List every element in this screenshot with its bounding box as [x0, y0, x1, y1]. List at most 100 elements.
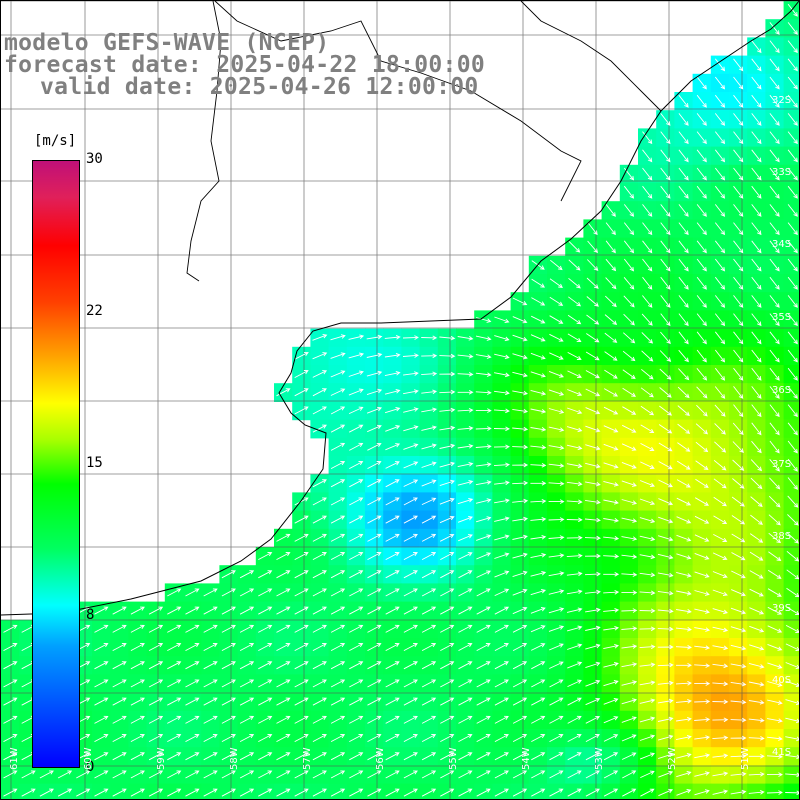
- wind-cell: [783, 565, 799, 584]
- wind-arrow: [696, 404, 708, 417]
- wind-arrow: [203, 661, 218, 670]
- wind-cell: [692, 783, 712, 799]
- wind-arrow: [749, 551, 764, 561]
- wind-arrow: [530, 408, 547, 414]
- wind-arrow: [367, 606, 382, 615]
- wind-arrow: [366, 352, 383, 358]
- wind-arrow: [675, 698, 692, 704]
- wind-arrow: [732, 478, 745, 489]
- wind-arrow: [276, 643, 291, 651]
- wind-arrow: [605, 240, 616, 254]
- wind-arrow: [439, 389, 456, 395]
- wind-arrow: [733, 222, 744, 236]
- wind-arrow: [530, 552, 547, 559]
- wind-arrow: [221, 570, 236, 579]
- lon-label-51w: 51W: [740, 747, 751, 770]
- wind-arrow: [276, 734, 291, 742]
- wind-arrow: [439, 443, 456, 449]
- wind-arrow: [349, 770, 364, 779]
- wind-arrow: [94, 752, 109, 761]
- wind-arrow: [239, 770, 255, 779]
- wind-arrow: [787, 185, 798, 199]
- wind-arrow: [349, 624, 364, 633]
- wind-arrow: [294, 734, 309, 742]
- wind-arrow: [660, 313, 671, 327]
- wind-arrow: [660, 113, 671, 126]
- wind-arrow: [530, 607, 546, 614]
- wind-arrow: [531, 278, 545, 288]
- wind-arrow: [421, 461, 437, 468]
- wind-arrow: [730, 717, 747, 723]
- wind-arrow: [367, 588, 382, 597]
- wind-arrow: [603, 643, 620, 650]
- wind-arrow: [769, 477, 781, 490]
- wind-arrow: [714, 58, 726, 72]
- wind-arrow: [167, 752, 182, 761]
- lon-label-60w: 60W: [83, 747, 94, 770]
- wind-arrow: [330, 370, 346, 378]
- wind-cell: [55, 783, 75, 799]
- wind-arrow: [494, 390, 510, 396]
- wind-arrow: [604, 332, 618, 343]
- wind-arrow: [641, 350, 654, 362]
- wind-arrow: [421, 515, 437, 524]
- wind-arrow: [622, 387, 636, 397]
- wind-arrow: [367, 734, 382, 742]
- wind-arrow: [439, 335, 456, 341]
- wind-cell: [274, 783, 293, 799]
- wind-arrow: [767, 699, 783, 705]
- wind-arrow: [566, 535, 583, 541]
- wind-arrow: [440, 570, 455, 579]
- wind-arrow: [605, 222, 616, 236]
- wind-arrow: [385, 497, 400, 506]
- wind-arrow: [458, 788, 473, 797]
- wind-arrow: [713, 534, 728, 542]
- wind-arrow: [678, 94, 689, 108]
- wind-arrow: [440, 606, 455, 615]
- wind-arrow: [749, 570, 764, 579]
- wind-arrow: [148, 697, 164, 706]
- wind-cell: [201, 783, 220, 799]
- wind-arrow: [676, 734, 692, 741]
- wind-arrow: [476, 570, 491, 578]
- colorbar-tick-8: 8: [86, 607, 95, 623]
- wind-arrow: [276, 715, 291, 724]
- title-model: modelo GEFS-WAVE (NCEP): [4, 30, 330, 56]
- wind-arrow: [603, 662, 619, 668]
- wind-arrow: [403, 588, 418, 597]
- wind-arrow: [130, 679, 145, 688]
- wind-arrow: [3, 643, 18, 651]
- wind-arrow: [403, 697, 418, 706]
- wind-arrow: [769, 149, 780, 163]
- wind-arrow: [167, 661, 182, 670]
- wind-arrow: [367, 497, 382, 506]
- wind-arrow: [639, 626, 656, 632]
- wind-arrow: [603, 589, 620, 595]
- wind-arrow: [714, 204, 726, 217]
- wind-arrow: [751, 149, 762, 163]
- wind-arrow: [403, 606, 418, 615]
- lat-label-39s: 39S: [772, 603, 792, 614]
- title-forecast-date: forecast date: 2025-04-22 18:00:00: [4, 52, 486, 78]
- wind-arrow: [367, 570, 382, 579]
- wind-arrow: [769, 40, 780, 54]
- wind-arrow: [458, 715, 473, 724]
- wind-arrow: [566, 553, 583, 559]
- wind-arrow: [603, 788, 619, 797]
- wind-arrow: [604, 351, 618, 361]
- wind-arrow: [494, 606, 510, 615]
- wind-arrow: [403, 497, 418, 506]
- wind-arrow: [185, 752, 200, 761]
- wind-arrow: [787, 94, 798, 108]
- wind-arrow: [676, 497, 692, 506]
- wind-arrow: [531, 297, 546, 306]
- wind-arrow: [696, 94, 707, 108]
- wind-arrow: [694, 497, 710, 506]
- wind-arrow: [185, 643, 200, 651]
- wind-arrow: [330, 624, 346, 633]
- wind-arrow: [749, 625, 765, 633]
- wind-arrow: [348, 334, 365, 340]
- wind-arrow: [603, 752, 619, 761]
- wind-arrow: [567, 734, 582, 742]
- wind-arrow: [512, 534, 528, 540]
